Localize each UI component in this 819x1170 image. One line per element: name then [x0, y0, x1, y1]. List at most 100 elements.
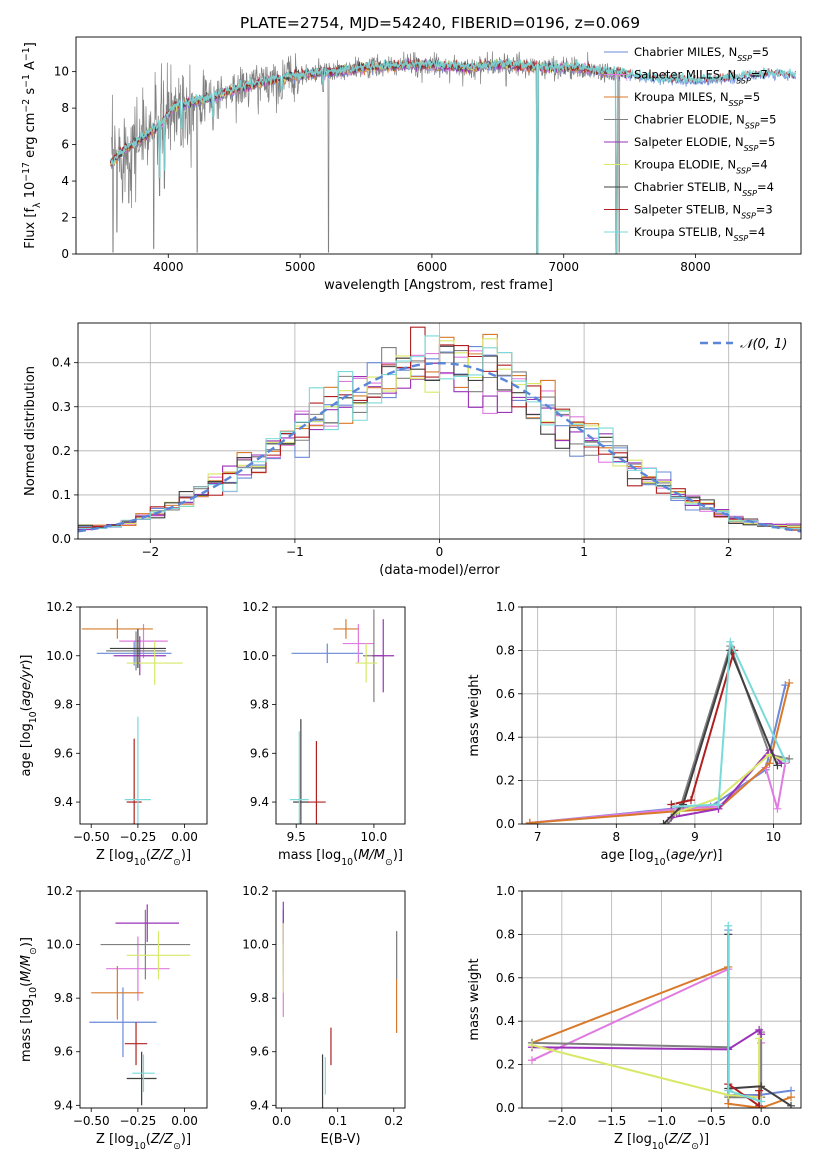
- spectrum-legend: Chabrier MILES, NSSP=5 Salpeter MILES, NS…: [604, 45, 776, 243]
- series-line: [531, 1028, 763, 1051]
- legend-label: Chabrier STELIB, NSSP=4: [634, 180, 774, 198]
- y-tick-label: 9.6: [250, 1045, 269, 1059]
- series-marker: [671, 802, 680, 811]
- axes-frame: [79, 890, 208, 1109]
- y-tick-label: 0.4: [496, 730, 515, 744]
- series-marker: [686, 796, 695, 805]
- series-marker: [724, 1086, 733, 1095]
- x-tick-label: 4000: [153, 260, 184, 274]
- legend-label: Salpeter MILES, NSSP=7: [634, 68, 768, 86]
- y-tick-label: 10.2: [46, 600, 73, 614]
- x-tick-label: −0.50: [73, 1114, 110, 1128]
- plot-area-massweight_vs_Z: [527, 921, 796, 1108]
- series-marker: [724, 921, 733, 930]
- series-marker: [787, 1101, 796, 1108]
- x-tick-label: −1: [286, 545, 304, 559]
- y-tick-label: 0.2: [496, 1058, 515, 1072]
- y-tick-label: 0.4: [52, 356, 71, 370]
- x-tick-label: −1.0: [647, 1114, 676, 1128]
- series-marker: [787, 1093, 796, 1102]
- series-marker: [659, 820, 668, 824]
- y-tick-label: 0.4: [496, 1014, 515, 1028]
- y-tick-label: 4: [61, 174, 69, 188]
- series-marker: [757, 1030, 766, 1039]
- axes-frame: [77, 322, 802, 540]
- y-axis-label: mass weight: [467, 958, 482, 1040]
- y-tick-label: 10.2: [242, 884, 269, 898]
- x-tick-label: 0.00: [171, 1114, 198, 1128]
- y-tick-label: 10.0: [46, 649, 73, 663]
- y-tick-label: 9.4: [54, 795, 73, 809]
- panel-mass_vs_Z: −0.50 −0.25 0.00 9.4 9.6 9.8 10.0 10.2 Z [log10(…: [19, 884, 208, 1152]
- x-tick-label: 0.00: [171, 830, 198, 844]
- legend-label: Kroupa ELODIE, NSSP=4: [634, 158, 768, 176]
- panel-massweight_vs_age: 7 8 9 10 0.0 0.2 0.4 0.6 0.8 1.0 age [log10(age/yr…: [467, 600, 802, 868]
- legend-label: Chabrier MILES, NSSP=5: [634, 45, 769, 63]
- y-tick-label: 2: [61, 211, 69, 225]
- plot-area-mass_vs_EBV: [282, 901, 398, 1108]
- series-marker: [757, 1097, 766, 1106]
- series-marker: [773, 761, 782, 770]
- spectrum-model-line: [109, 57, 797, 254]
- axes-frame: [79, 606, 208, 825]
- x-tick-label: −0.50: [73, 830, 110, 844]
- x-tick-label: −0.5: [697, 1114, 726, 1128]
- y-tick-label: 9.8: [250, 991, 269, 1005]
- y-tick-label: 8: [61, 101, 69, 115]
- panel-mass_vs_EBV: 0.0 0.1 0.2 9.4 9.6 9.8 10.0 10.2 E(B-V): [242, 884, 406, 1147]
- series-marker: [781, 757, 790, 766]
- axes-frame: [275, 606, 406, 825]
- series-line: [662, 647, 779, 824]
- y-tick-label: 0.6: [496, 971, 515, 985]
- y-tick-label: 1.0: [496, 600, 515, 614]
- plot-area-mass_vs_Z: [89, 904, 191, 1106]
- series-marker: [527, 1056, 536, 1065]
- panel-age_vs_mass: 9.5 10.0 9.4 9.6 9.8 10.0 10.2 mass [log10(M/M⊙…: [242, 600, 406, 868]
- x-tick-label: 6000: [417, 260, 448, 274]
- x-axis-label: wavelength [Angstrom, rest frame]: [324, 278, 553, 293]
- spectrum-model-line: [109, 57, 797, 254]
- panel-age_vs_Z: −0.50 −0.25 0.00 9.4 9.6 9.8 10.0 10.2 Z [log10(…: [19, 600, 208, 868]
- x-tick-label: 0.0: [272, 1114, 291, 1128]
- plot-area-age_vs_Z: [81, 619, 183, 824]
- y-tick-label: 10.2: [46, 884, 73, 898]
- y-tick-label: 0.1: [52, 488, 71, 502]
- panel-massweight_vs_Z: −2.0 −1.5 −1.0 −0.5 0.0 0.0 0.2 0.4 0.6 0.8 1.0 Z […: [467, 884, 802, 1152]
- y-tick-label: 1.0: [496, 884, 515, 898]
- x-tick-label: 7000: [548, 260, 579, 274]
- y-tick-label: 6: [61, 138, 69, 152]
- x-tick-label: 0.2: [384, 1114, 403, 1128]
- y-tick-label: 0.0: [496, 817, 515, 831]
- y-tick-label: 9.4: [250, 795, 269, 809]
- panel-residual_hist: −2 −1 0 1 2 0.0 0.1 0.2 0.3 0.4 (data-model)/error…: [23, 322, 802, 578]
- x-axis-label: Z [log10(Z/Z⊙)]: [96, 1132, 191, 1152]
- y-axis-label: Flux [fλ 10−17 erg cm−2 s−1 A−1]: [21, 42, 43, 249]
- y-tick-label: 0: [61, 247, 69, 261]
- series-marker: [755, 1034, 764, 1043]
- x-axis-label: Z [log10(Z/Z⊙)]: [96, 848, 191, 868]
- x-tick-label: 0.1: [328, 1114, 347, 1128]
- x-tick-label: 7: [534, 830, 542, 844]
- y-tick-label: 0.6: [496, 687, 515, 701]
- y-tick-label: 9.6: [54, 1045, 73, 1059]
- axes-frame: [275, 890, 406, 1109]
- series-marker: [525, 818, 534, 824]
- legend-label: Salpeter STELIB, NSSP=3: [634, 203, 773, 221]
- x-axis-label: age [log10(age/yr)]: [600, 848, 722, 868]
- y-tick-label: 10.2: [242, 600, 269, 614]
- x-tick-label: 10: [766, 830, 781, 844]
- x-axis-label: Z [log10(Z/Z⊙)]: [614, 1132, 709, 1152]
- y-tick-label: 0.3: [52, 400, 71, 414]
- x-tick-label: −2.0: [547, 1114, 576, 1128]
- x-tick-label: 5000: [285, 260, 316, 274]
- x-tick-label: 8: [612, 830, 620, 844]
- x-axis-label: E(B-V): [320, 1132, 360, 1147]
- y-tick-label: 0.0: [52, 532, 71, 546]
- legend-label: Kroupa MILES, NSSP=5: [634, 90, 760, 108]
- y-tick-label: 0.8: [496, 927, 515, 941]
- plot-area-massweight_vs_age: [525, 637, 794, 824]
- y-axis-label: age [log10(age/yr)]: [19, 654, 39, 776]
